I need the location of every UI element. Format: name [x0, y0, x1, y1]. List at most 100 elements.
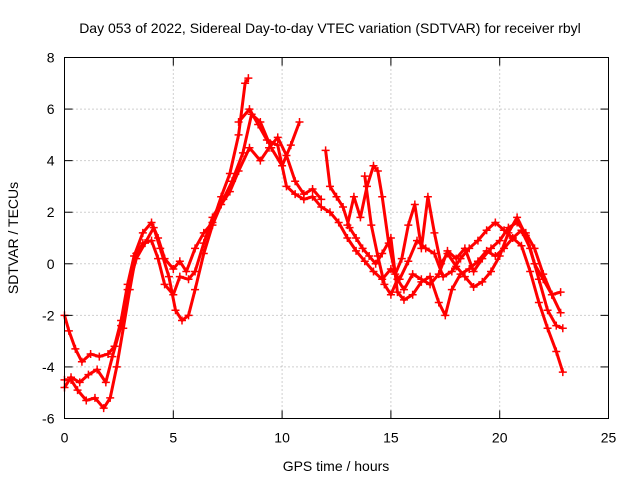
data-point-marker [404, 221, 413, 230]
data-point-marker [495, 252, 504, 261]
data-point-marker [245, 143, 254, 152]
data-point-marker [534, 298, 543, 307]
data-point-marker [245, 105, 254, 114]
y-axis: -6 -4 -2 0 2 4 6 8 [42, 50, 609, 427]
y-axis-label: SDTVAR / TECUs [5, 182, 21, 294]
data-point-marker [391, 270, 400, 279]
data-point-marker [321, 146, 330, 155]
data-point-marker [358, 244, 367, 253]
data-point-marker [384, 239, 393, 248]
series-line [63, 77, 250, 364]
data-point-marker [530, 244, 539, 253]
data-point-marker [73, 386, 82, 395]
x-tick-label: 20 [492, 430, 508, 446]
x-axis-label: GPS time / hours [283, 458, 390, 474]
data-point-marker [452, 262, 461, 271]
data-point-marker [426, 272, 435, 281]
data-point-marker [175, 272, 184, 281]
data-point-marker [291, 177, 300, 186]
series-track-1 [60, 74, 253, 366]
data-point-marker [156, 244, 165, 253]
data-point-marker [84, 370, 93, 379]
data-point-marker [367, 221, 376, 230]
data-point-marker [295, 117, 304, 126]
x-tick-label: 10 [274, 430, 290, 446]
data-point-marker [378, 249, 387, 258]
data-point-marker [86, 350, 95, 359]
data-point-marker [164, 272, 173, 281]
data-point-marker [491, 218, 500, 227]
chart-title: Day 053 of 2022, Sidereal Day-to-day VTE… [79, 20, 581, 36]
data-point-marker [184, 275, 193, 284]
data-point-marker [334, 218, 343, 227]
data-point-marker [199, 249, 208, 258]
data-point-marker [552, 321, 561, 330]
data-point-marker [365, 252, 374, 261]
data-point-marker [117, 321, 126, 330]
data-point-marker [469, 267, 478, 276]
series-line [237, 107, 564, 330]
data-point-marker [149, 223, 158, 232]
data-point-marker [217, 200, 226, 209]
data-point-marker [191, 267, 200, 276]
data-point-marker [160, 280, 169, 289]
data-point-marker [308, 192, 317, 201]
data-point-marker [460, 272, 469, 281]
data-point-marker [95, 352, 104, 361]
series-layer [60, 74, 567, 413]
data-point-marker [93, 365, 102, 374]
y-tick-label: 6 [47, 101, 55, 117]
data-point-marker [147, 236, 156, 245]
data-point-marker [308, 185, 317, 194]
data-point-marker [460, 244, 469, 253]
data-point-marker [558, 368, 567, 377]
data-point-marker [106, 393, 115, 402]
data-point-marker [543, 324, 552, 333]
data-point-marker [225, 169, 234, 178]
data-point-marker [349, 192, 358, 201]
x-tick-label: 0 [61, 430, 69, 446]
data-point-marker [256, 156, 265, 165]
data-point-marker [343, 221, 352, 230]
data-point-marker [434, 298, 443, 307]
data-point-marker [112, 362, 121, 371]
data-point-marker [408, 290, 417, 299]
data-point-marker [352, 234, 361, 242]
data-point-marker [154, 254, 163, 263]
data-point-marker [486, 267, 495, 276]
data-point-marker [71, 344, 80, 353]
data-point-marker [410, 200, 419, 209]
data-point-marker [517, 241, 526, 250]
series-line [345, 164, 562, 297]
series-line [63, 135, 323, 389]
data-point-marker [473, 236, 482, 245]
data-point-marker [380, 280, 389, 289]
data-point-marker [282, 151, 291, 160]
data-point-marker [147, 218, 156, 227]
x-tick-label: 5 [169, 430, 177, 446]
data-point-marker [369, 161, 378, 170]
data-point-marker [67, 373, 76, 382]
data-point-marker [552, 347, 561, 356]
data-point-marker [356, 213, 365, 222]
data-point-marker [360, 257, 369, 266]
data-point-marker [291, 190, 300, 199]
data-point-marker [360, 172, 369, 181]
data-point-marker [478, 254, 487, 263]
plot-frame [64, 57, 609, 419]
y-tick-label: 2 [47, 204, 55, 220]
data-point-marker [508, 234, 517, 242]
data-point-marker [513, 218, 522, 227]
data-point-marker [397, 254, 406, 263]
x-axis: 0 5 10 15 20 25 [61, 57, 616, 446]
data-point-marker [64, 326, 73, 335]
data-point-marker [317, 195, 326, 204]
data-point-marker [426, 280, 435, 289]
data-point-marker [558, 324, 567, 333]
data-point-marker [244, 74, 253, 83]
data-point-marker [234, 166, 243, 175]
data-point-marker [441, 311, 450, 320]
data-point-marker [325, 208, 334, 217]
data-point-marker [423, 192, 432, 201]
